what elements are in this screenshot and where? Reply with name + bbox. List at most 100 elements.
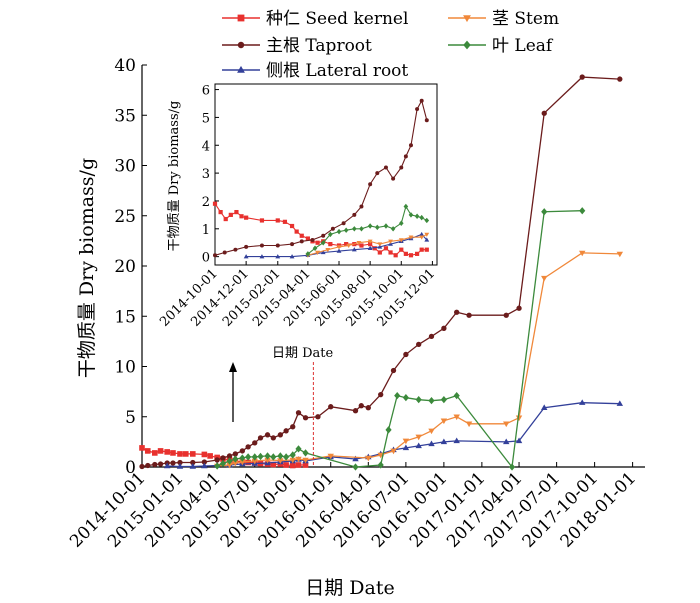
- data-point: [541, 208, 548, 216]
- inset-data-point: [305, 251, 311, 257]
- legend-swatch-marker: [237, 65, 245, 73]
- y-tick-label: 35: [114, 106, 136, 126]
- inset-data-point: [390, 226, 396, 232]
- data-point: [541, 404, 548, 410]
- legend-label: 侧根 Lateral root: [266, 61, 408, 81]
- data-point: [454, 309, 460, 315]
- data-point: [232, 451, 238, 457]
- inset-data-point: [282, 219, 288, 224]
- data-point: [232, 455, 239, 463]
- series-leaf: [214, 207, 586, 471]
- inset-data-point: [223, 216, 228, 222]
- up-arrow-icon: [229, 362, 237, 372]
- data-point: [219, 459, 227, 468]
- legend-label: 种仁 Seed kernel: [266, 9, 408, 29]
- data-point: [365, 405, 371, 411]
- inset-series-leaf: [305, 203, 430, 257]
- data-point: [152, 461, 158, 468]
- inset-data-point: [275, 243, 280, 248]
- inset-data-point: [419, 231, 425, 237]
- inset-series-line: [214, 99, 428, 256]
- data-point: [302, 462, 309, 468]
- inset-data-point: [368, 182, 373, 187]
- data-point: [145, 462, 151, 469]
- legend-item-seed-kernel: 种仁 Seed kernel: [222, 9, 408, 29]
- data-point: [402, 394, 409, 402]
- inset-data-point: [299, 233, 304, 238]
- data-point: [428, 333, 435, 340]
- data-point: [377, 452, 384, 459]
- data-point: [295, 456, 302, 463]
- data-point: [177, 451, 183, 457]
- inset-data-point: [393, 253, 398, 258]
- inset-data-point: [383, 246, 389, 251]
- data-point: [290, 424, 296, 430]
- data-point: [176, 463, 184, 469]
- inset-data-point: [352, 226, 357, 232]
- data-point: [403, 351, 409, 358]
- data-point: [503, 312, 509, 318]
- data-point: [516, 305, 522, 311]
- inset-data-point: [383, 223, 389, 229]
- inset-data-point: [299, 239, 304, 244]
- inset-data-point: [424, 118, 429, 123]
- inset-series-line: [214, 203, 427, 256]
- data-point: [394, 392, 401, 400]
- inset-data-point: [399, 247, 404, 252]
- inset-data-point: [372, 246, 377, 251]
- data-point: [440, 438, 448, 445]
- data-point: [252, 440, 258, 446]
- data-point: [579, 207, 586, 215]
- inset-data-point: [367, 245, 373, 250]
- data-point: [201, 462, 208, 469]
- data-point: [508, 463, 516, 471]
- inset-data-point: [312, 245, 318, 252]
- data-point: [440, 418, 448, 425]
- data-point: [277, 432, 284, 438]
- data-point: [170, 460, 176, 466]
- data-point: [453, 392, 460, 400]
- data-point: [327, 453, 334, 460]
- inset-data-point: [290, 242, 295, 247]
- y-tick-label: 40: [114, 56, 136, 76]
- inset-data-point: [374, 224, 380, 231]
- inset-frame: [214, 83, 438, 266]
- data-point: [283, 428, 289, 434]
- data-point: [257, 435, 264, 441]
- inset-data-point: [383, 165, 388, 170]
- inset-data-point: [391, 176, 396, 181]
- data-point: [465, 421, 473, 428]
- y-tick-label: 15: [114, 307, 136, 327]
- data-point: [416, 341, 422, 348]
- data-point: [302, 457, 309, 464]
- inset-series-line: [307, 205, 428, 255]
- data-point: [245, 453, 252, 461]
- inset-data-point: [315, 240, 320, 245]
- inset-data-point: [356, 241, 362, 246]
- inset-data-point: [419, 98, 424, 103]
- inset-data-point: [419, 235, 425, 240]
- inset-data-point: [388, 250, 393, 255]
- data-point: [302, 449, 309, 457]
- legend-item-lateral-root: 侧根 Lateral root: [222, 61, 408, 81]
- data-point: [139, 463, 145, 470]
- inset-data-point: [341, 221, 346, 226]
- data-point: [264, 457, 271, 464]
- inset-data-point: [325, 248, 331, 253]
- inset-y-tick-label: 0: [202, 251, 210, 266]
- data-point: [541, 110, 547, 116]
- y-tick-label: 10: [114, 358, 136, 378]
- data-point: [378, 391, 384, 398]
- data-point: [277, 452, 284, 460]
- data-point: [226, 462, 233, 469]
- data-point: [440, 396, 447, 404]
- inset-data-point: [243, 254, 249, 259]
- inset-data-point: [403, 251, 408, 256]
- data-point: [201, 451, 208, 458]
- data-point: [177, 459, 183, 466]
- y-tick-label: 5: [125, 408, 136, 428]
- data-point: [257, 452, 264, 461]
- inset-data-point: [259, 254, 265, 259]
- inset-data-point: [259, 243, 264, 248]
- data-point: [302, 415, 309, 421]
